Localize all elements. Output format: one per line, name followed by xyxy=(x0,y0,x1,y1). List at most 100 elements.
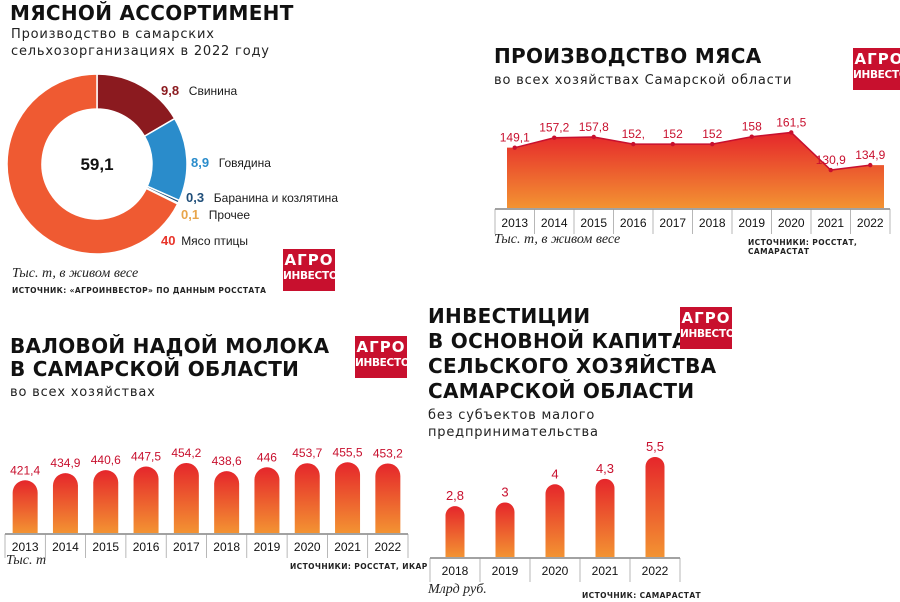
x-tick-label: 2021 xyxy=(817,216,844,230)
milk-value-label: 434,9 xyxy=(50,456,80,470)
investment-bar xyxy=(645,457,665,557)
meat-production-source: ИСТОЧНИКИ: РОССТАТ, САМАРАСТАТ xyxy=(748,238,858,256)
logo-text-1: АГРО xyxy=(854,50,900,68)
meat-production-title: ПРОИЗВОДСТВО МЯСА xyxy=(494,44,762,68)
x-tick-label: 2015 xyxy=(580,216,607,230)
logo-text-1: АГРО xyxy=(681,309,731,327)
milk-title-1: ВАЛОВОЙ НАДОЙ МОЛОКА xyxy=(10,334,330,358)
investments-source: ИСТОЧНИК: САМАРАСТАТ xyxy=(582,591,702,600)
milk-bar xyxy=(133,466,159,533)
logo-text-2: ИНВЕСТОР xyxy=(680,328,742,340)
x-tick-label: 2014 xyxy=(52,540,79,554)
x-tick-label: 2021 xyxy=(592,564,619,578)
x-tick-label: 2021 xyxy=(334,540,361,554)
x-tick-label: 2014 xyxy=(541,216,568,230)
agroinvestor-logo: АГРО ИНВЕСТОР xyxy=(355,336,417,378)
x-tick-label: 2017 xyxy=(659,216,686,230)
milk-bar xyxy=(93,470,119,533)
milk-bar xyxy=(173,462,199,533)
milk-value-label: 438,6 xyxy=(212,454,242,468)
slice-value-label: 9,8 xyxy=(161,83,179,98)
milk-value-label: 421,4 xyxy=(10,463,40,477)
x-tick-label: 2018 xyxy=(442,564,469,578)
x-tick-label: 2022 xyxy=(642,564,669,578)
investment-bar xyxy=(445,506,465,557)
area-point xyxy=(512,145,517,150)
agroinvestor-logo: АГРО ИНВЕСТОР xyxy=(853,48,900,90)
logo-text-2: ИНВЕСТОР xyxy=(283,270,345,282)
area-value-label: 152 xyxy=(702,127,722,141)
milk-bar-chart: 421,4 2013 434,9 2014 440,6 2015 447,5 2016 454,… xyxy=(4,445,409,558)
milk-bar xyxy=(375,463,401,533)
milk-bar xyxy=(214,471,240,533)
area-point xyxy=(868,162,873,168)
investments-title-3: СЕЛЬСКОГО ХОЗЯЙСТВА xyxy=(428,354,717,378)
meat-assortment-title: МЯСНОЙ АССОРТИМЕНТ xyxy=(10,1,294,25)
slice-value-label: 0,3 xyxy=(186,190,204,205)
area-fill xyxy=(507,132,884,208)
investments-title-2: В ОСНОВНОЙ КАПИТАЛ xyxy=(428,329,705,353)
x-tick-label: 2018 xyxy=(213,540,240,554)
logo-text-2: ИНВЕСТОР xyxy=(853,69,900,81)
agroinvestor-logo: АГРО ИНВЕСТОР xyxy=(680,307,742,349)
milk-value-label: 453,2 xyxy=(373,446,403,460)
logo-text-1: АГРО xyxy=(284,251,334,269)
agroinvestor-logo: АГРО ИНВЕСТОР xyxy=(283,249,345,291)
investments-title-4: САМАРСКОЙ ОБЛАСТИ xyxy=(428,379,695,403)
milk-bar xyxy=(52,473,78,533)
x-tick-label: 2020 xyxy=(542,564,569,578)
logo-text-1: АГРО xyxy=(356,338,406,356)
x-tick-label: 2020 xyxy=(778,216,805,230)
area-value-label: 130,9 xyxy=(816,153,846,167)
meat-assortment-source: ИСТОЧНИК: «АГРОИНВЕСТОР» ПО ДАННЫМ РОССТ… xyxy=(12,286,267,295)
milk-subtitle: во всех хозяйствах xyxy=(10,385,156,400)
area-point xyxy=(710,141,715,147)
meat-production-unit: Тыс. т, в живом весе xyxy=(494,232,621,247)
area-point xyxy=(828,167,833,173)
x-tick-label: 2013 xyxy=(12,540,39,554)
x-tick-label: 2019 xyxy=(738,216,765,230)
area-point xyxy=(670,141,675,147)
milk-value-label: 440,6 xyxy=(91,453,121,467)
investment-value-label: 4,3 xyxy=(596,461,614,476)
x-tick-label: 2019 xyxy=(254,540,281,554)
logo-text-2: ИНВЕСТОР xyxy=(355,357,417,369)
milk-value-label: 454,2 xyxy=(171,446,201,460)
x-tick-label: 2015 xyxy=(92,540,119,554)
area-point xyxy=(631,141,636,147)
x-tick-label: 2019 xyxy=(492,564,519,578)
milk-title-2: В САМАРСКОЙ ОБЛАСТИ xyxy=(10,357,300,381)
x-tick-label: 2020 xyxy=(294,540,321,554)
slice-value-label: 8,9 xyxy=(191,155,209,170)
investment-value-label: 5,5 xyxy=(646,440,664,454)
x-tick-label: 2016 xyxy=(620,216,647,230)
milk-value-label: 446 xyxy=(257,450,277,464)
milk-value-label: 447,5 xyxy=(131,449,161,463)
x-tick-label: 2016 xyxy=(133,540,160,554)
area-value-label: 161,5 xyxy=(776,115,806,129)
investment-bar xyxy=(495,502,515,557)
investments-title-1: ИНВЕСТИЦИИ xyxy=(428,304,591,328)
slice-name-label: Прочее xyxy=(209,208,251,222)
milk-bar xyxy=(294,463,320,533)
x-tick-label: 2013 xyxy=(501,216,528,230)
investment-value-label: 4 xyxy=(551,466,558,481)
area-value-label: 158 xyxy=(742,120,762,134)
area-point xyxy=(749,134,754,139)
area-line xyxy=(514,131,871,171)
area-value-label: 152, xyxy=(622,127,645,141)
donut-slice xyxy=(6,73,179,255)
milk-bar xyxy=(254,467,280,533)
investment-bar xyxy=(595,478,615,557)
investments-subtitle-1: без субъектов малого xyxy=(428,408,596,423)
investments-bar-chart: 2,8 2018 3 2019 4 2020 4,3 2021 5,5 2022 xyxy=(429,440,681,582)
milk-bar xyxy=(335,462,361,533)
investments-subtitle-2: предпринимательства xyxy=(428,425,599,440)
milk-bar xyxy=(12,480,38,533)
milk-source: ИСТОЧНИКИ: РОССТАТ, ИКАР xyxy=(290,562,428,571)
meat-production-subtitle: во всех хозяйствах Самарской области xyxy=(494,73,793,88)
x-tick-label: 2017 xyxy=(173,540,200,554)
milk-unit: Тыс. т xyxy=(6,553,47,568)
area-value-label: 157,2 xyxy=(539,121,569,135)
milk-value-label: 455,5 xyxy=(333,445,363,459)
